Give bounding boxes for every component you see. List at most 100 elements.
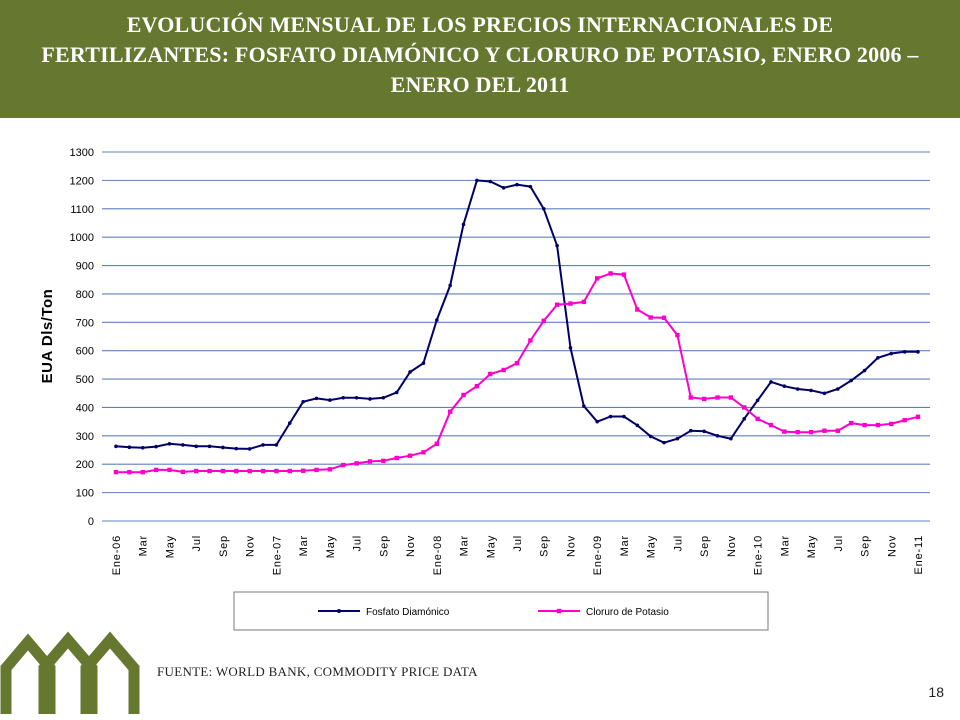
data-point [474, 383, 480, 389]
data-point [528, 338, 533, 343]
data-point [341, 462, 346, 468]
y-tick-label: 1200 [70, 175, 94, 187]
page-title: EVOLUCIÓN MENSUAL DE LOS PRECIOS INTERNA… [41, 12, 919, 97]
x-tick-label: May [485, 535, 497, 558]
data-point [140, 469, 145, 475]
logo-arch-right [80, 631, 140, 714]
y-tick-label: 500 [76, 374, 94, 386]
x-tick-label: May [806, 535, 818, 558]
data-point [554, 302, 560, 307]
price-line-chart: 0 100 200 300 400 500 600 700 800 900 1000 1100 1200… [39, 147, 930, 631]
x-tick-label: Mar [298, 535, 310, 556]
data-point [688, 428, 693, 433]
x-tick-label: Nov [245, 535, 257, 557]
x-tick-label: Jul [191, 535, 203, 551]
legend-marker [337, 609, 341, 613]
data-point [769, 380, 773, 384]
x-tick-label: Sep [218, 535, 230, 557]
data-point [902, 418, 907, 423]
data-point [287, 468, 292, 474]
data-point [662, 440, 666, 445]
data-point [515, 182, 519, 187]
data-point [408, 370, 412, 374]
y-tick-label: 0 [88, 516, 94, 528]
data-point [448, 283, 452, 288]
data-point [407, 453, 413, 458]
data-point [835, 428, 840, 433]
data-point [488, 371, 493, 377]
legend-box [233, 591, 769, 631]
data-point [247, 447, 252, 451]
y-tick-label: 700 [76, 317, 94, 329]
data-point [702, 429, 706, 434]
data-point [167, 441, 172, 446]
data-point [221, 445, 225, 450]
data-point [167, 467, 172, 473]
data-point [675, 332, 680, 338]
data-point [220, 468, 226, 474]
data-point [729, 436, 733, 441]
data-point [234, 468, 239, 474]
x-tick-label: Ene-11 [913, 535, 925, 574]
x-tick-label: Sep [699, 535, 711, 557]
data-point [461, 222, 466, 227]
x-tick-label: Nov [405, 535, 417, 557]
data-point [848, 420, 854, 426]
data-point [421, 450, 426, 455]
data-point [181, 443, 185, 447]
data-point [274, 468, 279, 474]
data-point [381, 396, 386, 400]
y-tick-label: 900 [76, 261, 94, 273]
x-tick-label: Mar [779, 535, 791, 556]
y-tick-label: 600 [76, 346, 94, 358]
data-point [728, 395, 734, 400]
data-point [247, 468, 252, 474]
data-point [742, 417, 747, 421]
x-tick-label: Sep [860, 535, 872, 557]
data-point [621, 272, 627, 277]
data-point [608, 271, 613, 276]
y-tick-label: 1100 [70, 204, 94, 216]
x-tick-label: Jul [672, 535, 684, 551]
data-point [153, 467, 159, 473]
x-tick-label: Sep [378, 535, 390, 557]
y-tick-label: 200 [76, 459, 94, 471]
data-point [595, 419, 599, 424]
x-tick-label: Ene-09 [592, 535, 604, 575]
data-point [113, 469, 119, 475]
y-tick-label: 100 [76, 488, 94, 500]
data-point [194, 468, 199, 474]
data-point [568, 346, 573, 350]
data-point [635, 423, 640, 428]
y-tick-label: 300 [76, 431, 94, 443]
data-point [447, 409, 453, 414]
x-tick-label: Mar [138, 535, 150, 556]
data-point [635, 307, 640, 312]
data-point [381, 458, 386, 464]
x-tick-label: May [164, 535, 176, 558]
data-point [822, 391, 827, 396]
data-point [768, 422, 774, 428]
data-point [154, 444, 158, 449]
data-point [501, 185, 506, 190]
x-tick-label: Mar [459, 535, 471, 556]
x-tick-label: Ene-08 [432, 535, 444, 575]
data-point [475, 178, 479, 183]
data-point [394, 390, 399, 395]
data-point [328, 398, 332, 402]
data-point [755, 398, 760, 403]
data-point [488, 179, 493, 184]
data-point [701, 396, 707, 402]
data-point [300, 468, 306, 473]
data-point [795, 429, 800, 435]
legend-marker [556, 608, 562, 614]
x-tick-label: Nov [565, 535, 577, 557]
y-axis-label: EUA Dls/Ton [39, 289, 56, 384]
data-point [902, 350, 907, 354]
x-tick-label: Ene-07 [271, 535, 283, 575]
data-point [661, 315, 667, 320]
data-point [314, 396, 319, 401]
organization-logo [0, 631, 140, 714]
data-point [354, 396, 359, 400]
data-point [327, 467, 333, 472]
